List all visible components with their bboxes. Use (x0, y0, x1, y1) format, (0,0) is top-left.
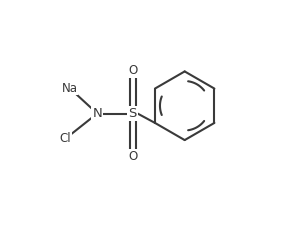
Text: Na: Na (61, 81, 78, 94)
Text: S: S (128, 107, 137, 120)
Text: Cl: Cl (59, 133, 71, 146)
Text: O: O (128, 150, 137, 163)
Text: O: O (128, 64, 137, 77)
Text: N: N (92, 107, 102, 120)
